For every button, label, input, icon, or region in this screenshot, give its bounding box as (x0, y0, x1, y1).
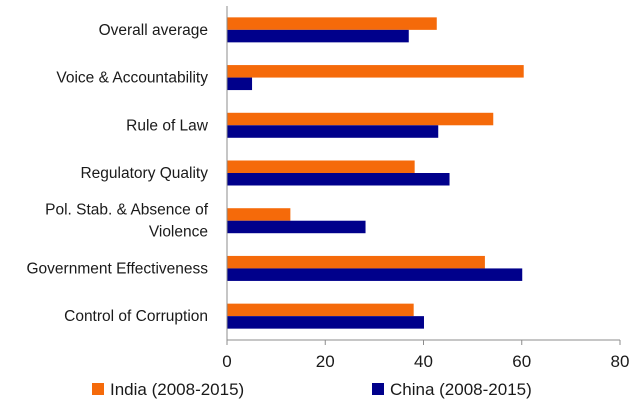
bar-china-4 (227, 220, 366, 234)
bar-china-3 (227, 173, 450, 186)
axes-layer (226, 6, 621, 345)
x-tick-label: 20 (316, 352, 335, 371)
category-label: Violence (149, 224, 208, 241)
category-label: Government Effectiveness (27, 260, 209, 277)
category-label: Voice & Accountability (56, 70, 208, 87)
x-tick-label: 40 (414, 352, 433, 371)
legend-india-swatch (92, 383, 104, 395)
legend-china: China (2008-2015) (372, 380, 532, 399)
bar-china-5 (227, 268, 523, 281)
bar-india-1 (227, 65, 524, 78)
bar-india-4 (227, 208, 291, 221)
bar-india-3 (227, 160, 415, 173)
x-tick-label: 60 (512, 352, 531, 371)
category-label: Pol. Stab. & Absence of (45, 202, 209, 219)
bar-china-0 (227, 29, 409, 43)
category-label: Control of Corruption (64, 308, 208, 325)
bar-china-2 (227, 125, 439, 138)
x-tick-label: 0 (222, 352, 231, 371)
bar-india-0 (227, 17, 437, 30)
bar-india-5 (227, 255, 485, 269)
category-label: Overall average (99, 22, 208, 39)
tick-labels-layer: 0 20 40 60 80 (222, 352, 629, 371)
x-tick-label: 80 (611, 352, 630, 371)
legend-india-label: India (2008-2015) (110, 380, 244, 399)
bar-india-6 (227, 303, 414, 317)
legend: India (2008-2015) China (2008-2015) (92, 380, 532, 399)
legend-india: India (2008-2015) (92, 380, 244, 399)
bars-layer (227, 17, 524, 329)
bar-china-1 (227, 77, 253, 91)
bar-india-2 (227, 112, 494, 126)
category-labels-layer: Overall average Voice & Accountability Rul… (27, 22, 209, 325)
category-label: Regulatory Quality (80, 165, 208, 182)
legend-china-swatch (372, 383, 384, 395)
legend-china-label: China (2008-2015) (390, 380, 532, 399)
category-label: Rule of Law (126, 117, 209, 134)
bar-china-6 (227, 316, 424, 329)
